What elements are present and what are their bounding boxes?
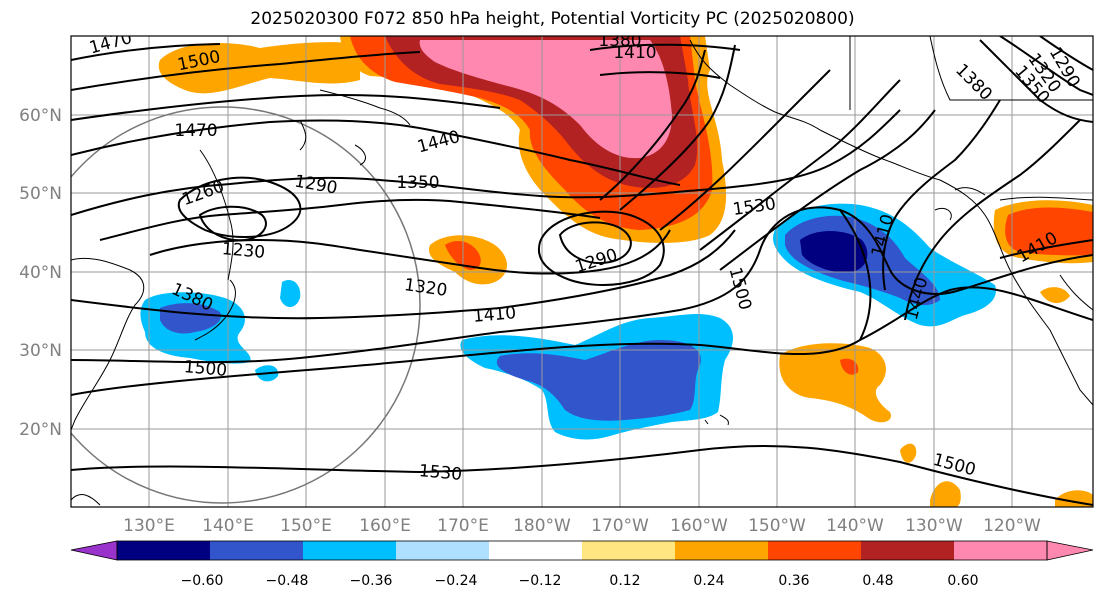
colorbar-tick: 0.60 <box>947 573 978 589</box>
contour-label: 1350 <box>396 173 439 193</box>
pv-negative-shading <box>140 203 996 440</box>
lon-label: 160°E <box>359 516 411 536</box>
colorbar-tick: 0.12 <box>609 573 640 589</box>
contour-label: 1230 <box>221 239 266 263</box>
lat-label: 30°N <box>19 341 62 361</box>
contour-labels: 1470 1500 1380 1410 1290 1320 1350 1380 … <box>87 31 1084 485</box>
lat-label: 40°N <box>19 263 62 283</box>
colorbar-extend-low <box>70 540 118 561</box>
colorbar-extend-high <box>1046 540 1094 561</box>
colorbar-tick: −0.60 <box>181 573 224 589</box>
height-contours <box>71 36 1093 506</box>
colorbar-tick: −0.36 <box>350 573 393 589</box>
colorbar-segment <box>768 541 862 560</box>
lon-label: 150°W <box>748 516 806 536</box>
range-circle <box>71 106 421 504</box>
lon-label: 150°E <box>280 516 332 536</box>
lon-label: 170°W <box>591 516 649 536</box>
colorbar-tick-labels: −0.60 −0.48 −0.36 −0.24 −0.12 0.12 0.24 … <box>181 573 979 589</box>
colorbar-segments <box>117 541 1048 560</box>
colorbar-tick: 0.36 <box>778 573 809 589</box>
colorbar-tick: 0.48 <box>862 573 893 589</box>
colorbar-segment <box>675 541 769 560</box>
lon-label: 130°E <box>123 516 175 536</box>
colorbar-frame <box>116 540 1048 561</box>
lat-label: 50°N <box>19 184 62 204</box>
colorbar-tick: −0.24 <box>435 573 478 589</box>
contour-label: 1380 <box>598 31 641 51</box>
lon-label: 140°W <box>826 516 884 536</box>
colorbar: −0.60 −0.48 −0.36 −0.24 −0.12 0.12 0.24 … <box>70 540 1094 589</box>
colorbar-segment <box>396 541 490 560</box>
latitude-axis: 60°N 50°N 40°N 30°N 20°N <box>19 106 62 440</box>
colorbar-segment <box>954 541 1048 560</box>
colorbar-tick: 0.24 <box>693 573 724 589</box>
contour-label: 1410 <box>613 43 656 63</box>
map-gridlines <box>71 36 1093 507</box>
lon-label: 130°W <box>905 516 963 536</box>
map-title: 2025020300 F072 850 hPa height, Potentia… <box>250 9 855 29</box>
colorbar-tick: −0.12 <box>519 573 562 589</box>
map-frame <box>70 35 1094 508</box>
colorbar-segment <box>117 541 211 560</box>
longitude-axis: 130°E 140°E 150°E 160°E 170°E 180°W 170°… <box>123 516 1041 536</box>
contour-label: 1410 <box>472 303 517 327</box>
lon-label: 160°W <box>670 516 728 536</box>
lon-label: 120°W <box>983 516 1041 536</box>
lon-label: 180°W <box>513 516 571 536</box>
colorbar-segment <box>861 541 955 560</box>
contour-label: 1470 <box>174 121 217 141</box>
colorbar-segment <box>210 541 304 560</box>
contour-label: 1530 <box>418 461 463 485</box>
colorbar-segment <box>582 541 676 560</box>
colorbar-tick: −0.48 <box>266 573 309 589</box>
contour-label: 1500 <box>183 357 228 381</box>
colorbar-segment <box>489 541 583 560</box>
lat-label: 60°N <box>19 106 62 126</box>
lat-label: 20°N <box>19 420 62 440</box>
lon-label: 170°E <box>437 516 489 536</box>
lon-label: 140°E <box>202 516 254 536</box>
colorbar-segment <box>303 541 397 560</box>
map-area: 1470 1500 1380 1410 1290 1320 1350 1380 … <box>71 31 1093 507</box>
